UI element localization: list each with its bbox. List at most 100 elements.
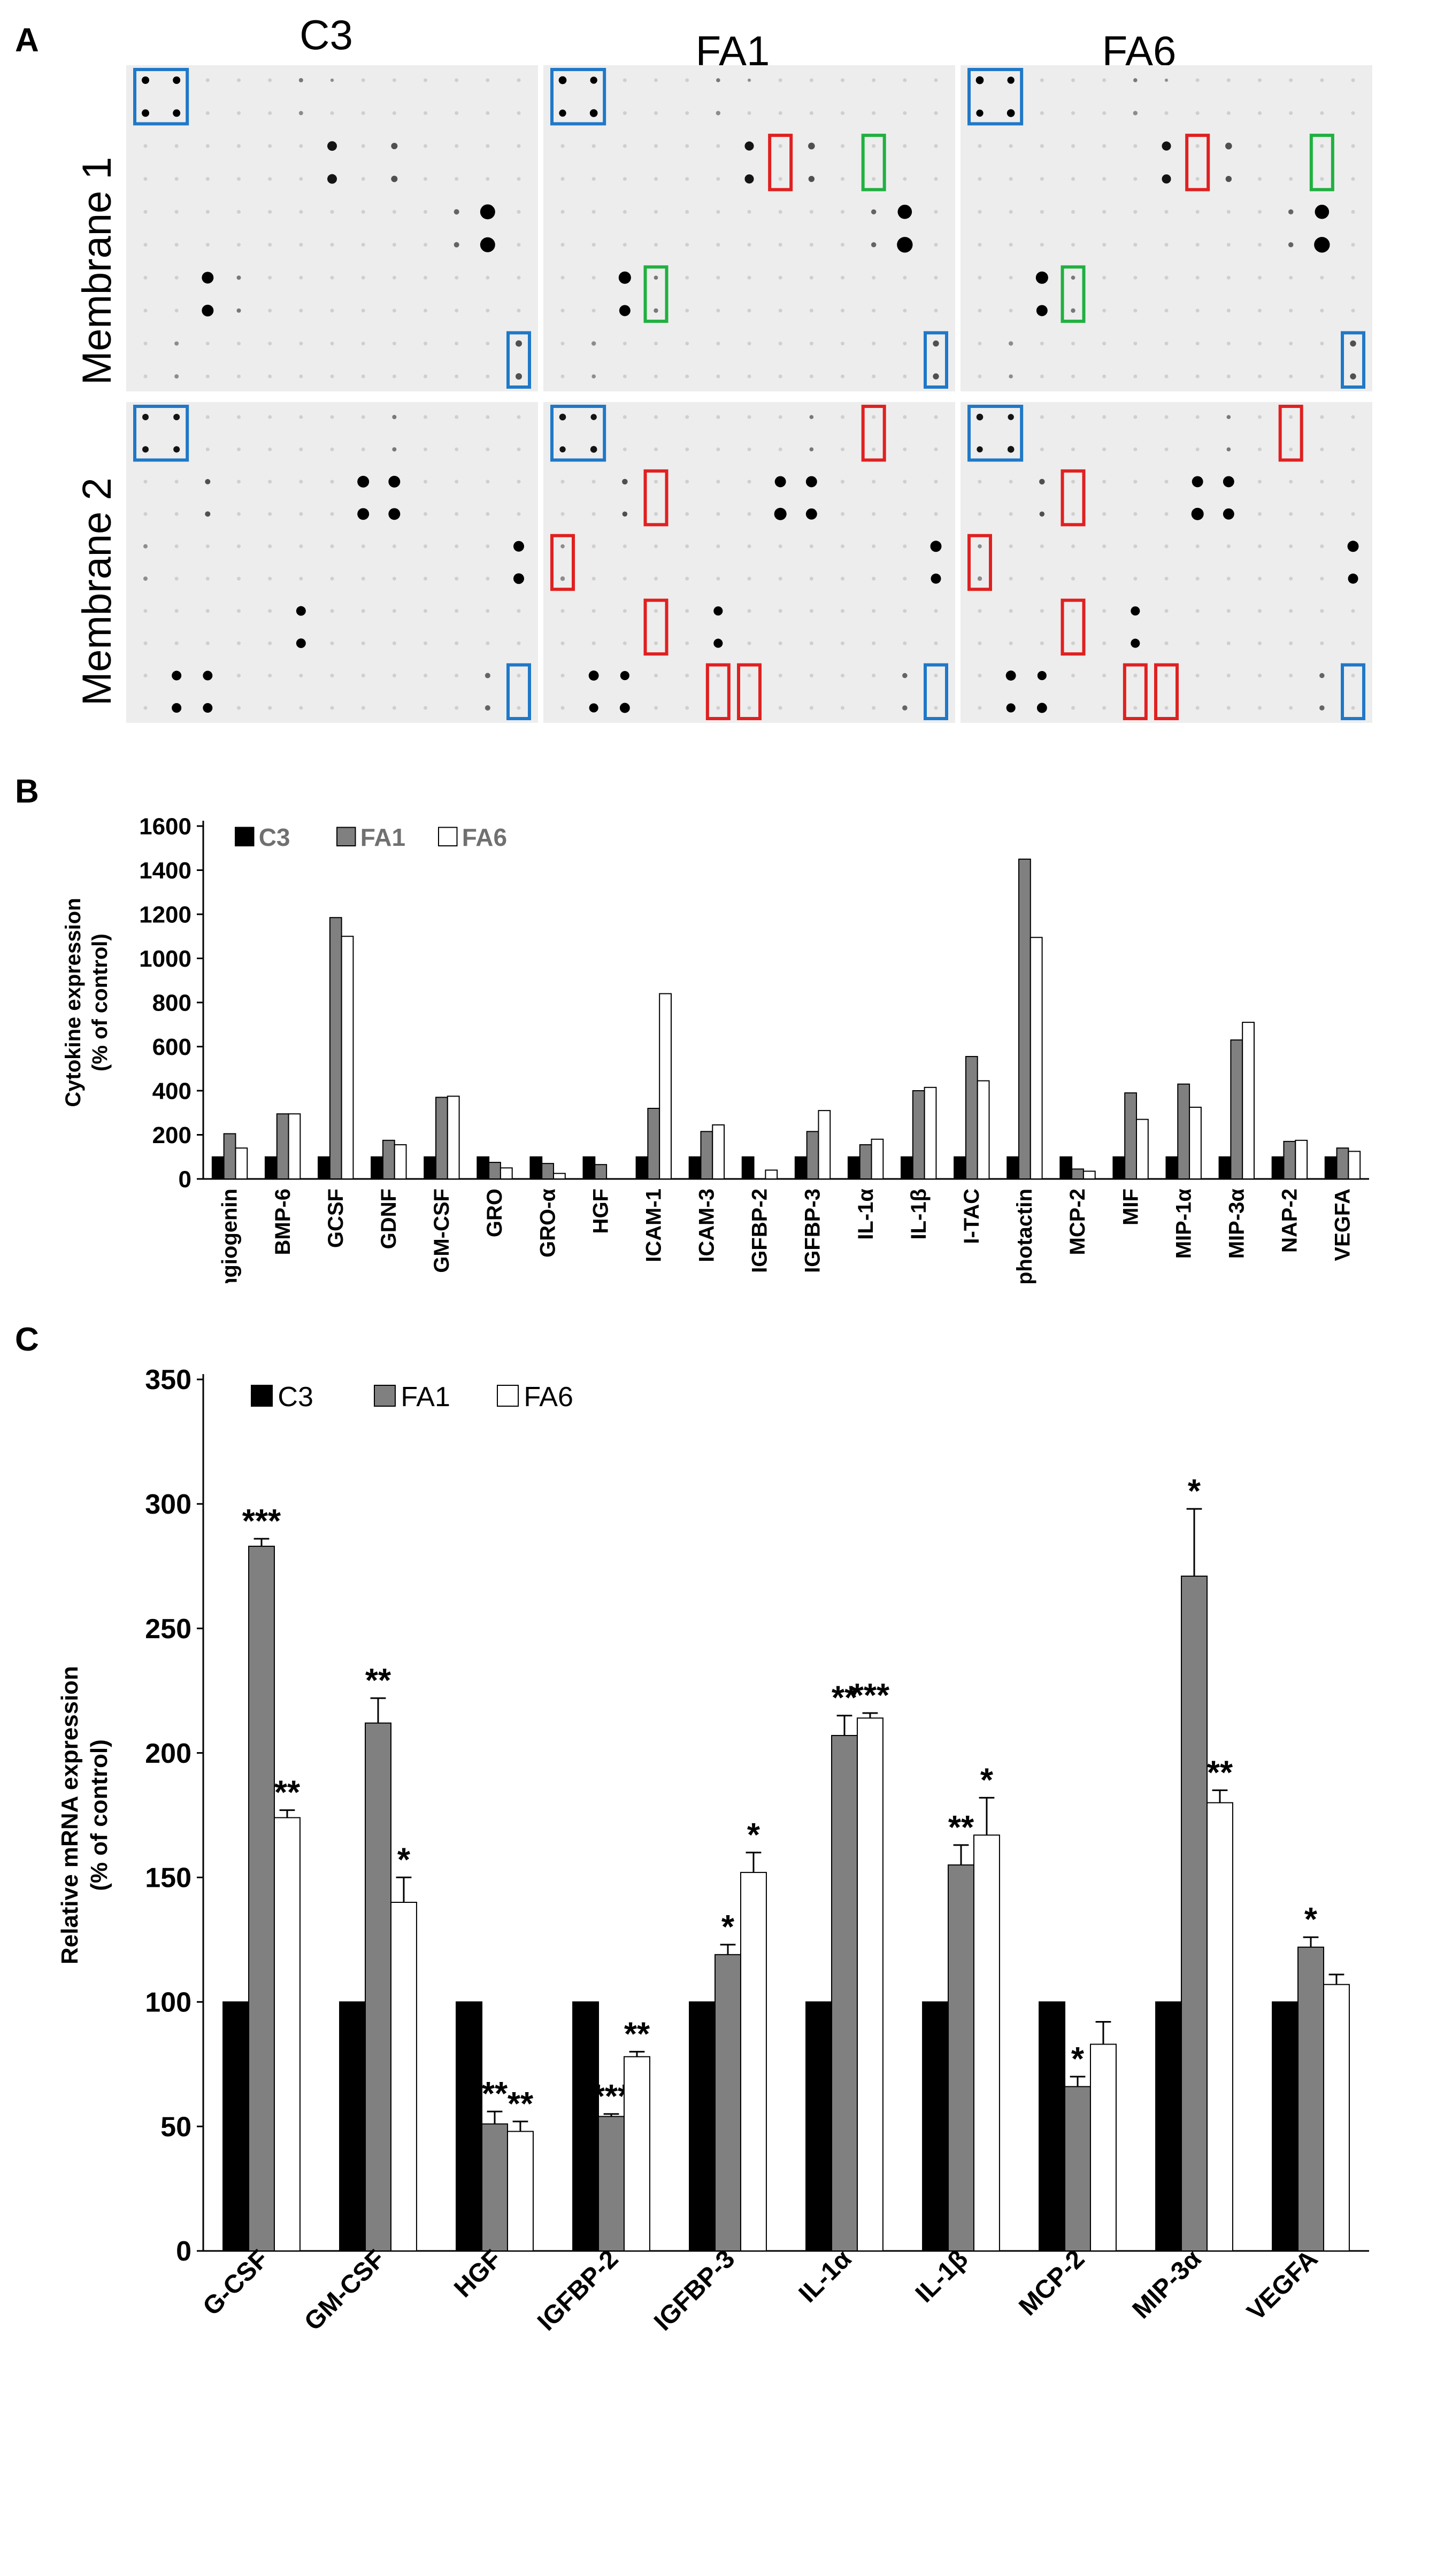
bar-c3-1 xyxy=(339,2001,366,2252)
highlight-box-increased xyxy=(768,134,793,191)
blot-spot xyxy=(623,210,627,214)
blot-spot xyxy=(1133,447,1138,451)
blot-spot xyxy=(872,374,876,379)
highlight-box-decreased xyxy=(1309,134,1334,191)
blot-spot xyxy=(1071,415,1075,419)
blot-spot xyxy=(1040,243,1044,247)
blot-spot xyxy=(486,512,490,516)
blot-spot xyxy=(623,374,627,379)
blot-spot xyxy=(1226,447,1231,452)
blot-spot xyxy=(299,275,303,280)
blot-spot xyxy=(424,512,427,516)
blot-spot xyxy=(1164,111,1169,115)
blot-spot xyxy=(1289,275,1293,280)
bar-fa6-5 xyxy=(500,1167,513,1179)
blot-spot xyxy=(1164,210,1169,214)
bar-c3-17 xyxy=(1112,1156,1126,1179)
blot-spot xyxy=(841,341,844,345)
x-tick-label: GCSF xyxy=(324,1189,348,1248)
blot-spot xyxy=(1133,706,1138,710)
bar-c3-5 xyxy=(477,1156,490,1179)
blot-spot xyxy=(1133,674,1138,678)
blot-spot xyxy=(747,243,751,247)
bar-fa6-0 xyxy=(273,1817,301,2251)
blot-spot xyxy=(1195,210,1200,214)
blot-spot xyxy=(841,544,844,549)
blot-spot xyxy=(589,703,598,713)
blot-spot xyxy=(1351,674,1355,678)
blot-spot xyxy=(978,177,982,181)
blot-spot xyxy=(143,374,148,379)
blot-spot xyxy=(237,243,241,247)
blot-spot xyxy=(486,374,490,379)
blot-spot xyxy=(486,341,490,345)
legend-swatch-fa1 xyxy=(336,827,356,846)
highlight-box-reference xyxy=(133,68,189,126)
legend-swatch-c3 xyxy=(251,1385,273,1407)
blot-spot xyxy=(558,76,567,84)
row-header-membrane-1: Membrane 1 xyxy=(74,157,120,385)
blot-spot xyxy=(1258,609,1262,613)
blot-spot xyxy=(143,210,148,214)
blot-spot xyxy=(1102,243,1107,247)
blot-spot xyxy=(361,576,365,581)
blot-spot xyxy=(978,544,982,549)
blot-spot xyxy=(1351,512,1355,516)
blot-spot xyxy=(357,475,370,488)
blot-spot xyxy=(747,415,751,419)
blot-spot xyxy=(205,144,210,148)
blot-spot xyxy=(486,177,490,181)
blot-spot xyxy=(486,415,490,419)
blot-spot xyxy=(454,209,459,215)
highlight-box-increased xyxy=(1278,405,1303,462)
blot-spot xyxy=(654,308,658,313)
blot-spot xyxy=(173,414,180,420)
blot-spot xyxy=(685,480,689,484)
x-tick-label: IGFBP-3 xyxy=(649,2245,740,2336)
blot-spot xyxy=(1164,544,1169,549)
blot-spot xyxy=(142,446,149,453)
blot-spot xyxy=(934,275,938,280)
blot-spot xyxy=(1009,544,1013,549)
blot-spot xyxy=(205,210,210,214)
blot-spot xyxy=(299,512,303,516)
blot-spot xyxy=(173,109,181,117)
highlight-box-reference xyxy=(1341,663,1365,720)
blot-spot xyxy=(174,374,179,379)
blot-spot xyxy=(237,544,241,549)
blot-spot xyxy=(623,544,627,549)
blot-spot xyxy=(590,76,597,84)
blot-spot xyxy=(298,111,303,115)
blot-spot xyxy=(392,243,396,247)
blot-spot xyxy=(1071,609,1075,613)
blot-spot xyxy=(841,308,844,313)
blot-spot xyxy=(1133,144,1138,148)
blot-spot xyxy=(424,447,427,451)
blot-spot xyxy=(747,641,751,645)
blot-spot xyxy=(841,78,844,82)
blot-spot xyxy=(205,78,210,82)
blot-spot xyxy=(424,706,427,710)
blot-spot xyxy=(424,374,427,379)
blot-spot xyxy=(1195,243,1200,247)
blot-spot xyxy=(237,674,241,678)
blot-spot xyxy=(1009,641,1013,645)
blot-spot xyxy=(872,177,876,181)
blot-spot xyxy=(361,275,365,280)
blot-spot xyxy=(654,111,658,115)
blot-spot xyxy=(933,373,939,380)
blot-spot xyxy=(1007,76,1015,84)
y-tick-label: 400 xyxy=(152,1078,191,1104)
significance-label: * xyxy=(1304,1901,1318,1938)
bar-fa6-8 xyxy=(1206,1802,1233,2251)
blot-spot xyxy=(591,544,596,549)
highlight-box-increased xyxy=(1123,663,1148,720)
bar-fa1-11 xyxy=(806,1131,819,1179)
blot-spot xyxy=(143,275,148,280)
blot-spot xyxy=(872,275,876,280)
bar-fa6-5 xyxy=(856,1717,883,2251)
bar-fa6-14 xyxy=(977,1080,990,1179)
blot-spot xyxy=(654,512,658,516)
blot-spot xyxy=(934,415,938,419)
blot-spot xyxy=(654,415,658,419)
